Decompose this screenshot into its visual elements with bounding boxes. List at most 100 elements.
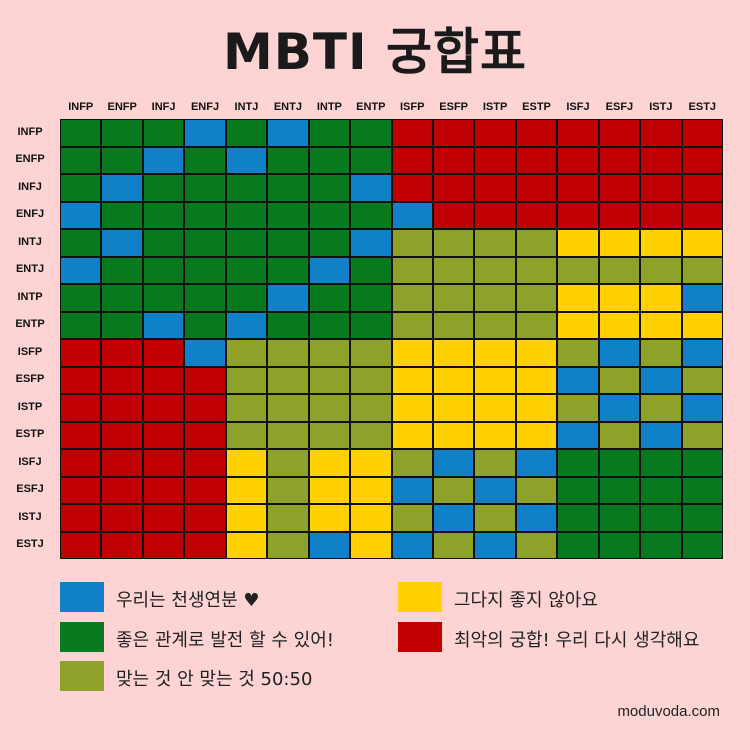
cell-isfp-intp [309, 340, 350, 366]
cell-istp-infp [61, 395, 101, 421]
cell-intp-istp [475, 285, 515, 311]
cell-entp-estp [516, 312, 557, 338]
cell-estp-intj [226, 422, 267, 448]
row-label-istj: ISTJ [18, 510, 42, 523]
cell-infp-infp [61, 120, 101, 146]
cell-intj-entj [268, 230, 308, 256]
cell-esfp-entp [351, 367, 391, 393]
cell-enfj-enfp [102, 202, 142, 228]
cell-estj-estp [516, 532, 557, 558]
cell-estp-entp [351, 422, 391, 448]
cell-entj-enfj [185, 257, 225, 283]
cell-intp-esfp [433, 285, 474, 311]
source-credit: moduvoda.com [617, 703, 720, 720]
cell-infj-isfp [392, 175, 432, 201]
cell-esfj-isfj [558, 477, 598, 503]
cell-esfj-esfj [599, 477, 640, 503]
cell-estj-estj [682, 532, 722, 558]
cell-estj-enfj [185, 532, 225, 558]
cell-infp-enfp [102, 120, 142, 146]
cell-infj-intp [309, 175, 350, 201]
column-label-istp: ISTP [482, 101, 508, 113]
cell-isfp-enfj [185, 340, 225, 366]
cell-enfj-esfj [599, 202, 640, 228]
column-label-istj: ISTJ [649, 101, 673, 113]
legend-swatch-blue [60, 582, 104, 612]
cell-infp-estp [516, 120, 557, 146]
cell-intp-isfp [392, 285, 432, 311]
cell-isfj-entp [351, 450, 391, 476]
cell-istj-enfp [102, 505, 142, 531]
row-label-intj: INTJ [18, 235, 42, 248]
cell-isfp-isfp [392, 340, 432, 366]
cell-infp-esfj [599, 120, 640, 146]
cell-esfp-istp [475, 367, 515, 393]
cell-estj-istp [475, 532, 515, 558]
cell-estp-intp [309, 422, 350, 448]
cell-entp-istp [475, 312, 515, 338]
cell-enfp-estj [682, 147, 722, 173]
cell-enfp-istj [641, 147, 681, 173]
cell-isfp-estp [516, 340, 557, 366]
cell-infp-estj [682, 120, 722, 146]
cell-infp-intj [226, 120, 267, 146]
cell-estp-estp [516, 422, 557, 448]
cell-intj-enfj [185, 230, 225, 256]
cell-infj-esfp [433, 175, 474, 201]
cell-intj-intp [309, 230, 350, 256]
cell-enfp-estp [516, 147, 557, 173]
cell-istp-intj [226, 395, 267, 421]
cell-infj-isfj [558, 175, 598, 201]
column-label-enfp: ENFP [107, 101, 137, 113]
cell-entj-estj [682, 257, 722, 283]
cell-estp-isfj [558, 422, 598, 448]
cell-infj-infj [143, 175, 184, 201]
column-label-isfp: ISFP [399, 101, 425, 113]
legend-swatch-red [398, 622, 442, 652]
cell-entj-istj [641, 257, 681, 283]
cell-entp-entj [268, 312, 308, 338]
cell-infj-entp [351, 175, 391, 201]
cell-intj-intj [226, 230, 267, 256]
cell-istj-intj [226, 505, 267, 531]
cell-isfj-entj [268, 450, 308, 476]
cell-istp-isfj [558, 395, 598, 421]
cell-istj-isfp [392, 505, 432, 531]
cell-isfj-istp [475, 450, 515, 476]
cell-estj-entp [351, 532, 391, 558]
cell-intp-entp [351, 285, 391, 311]
cell-istj-entj [268, 505, 308, 531]
cell-enfj-entj [268, 202, 308, 228]
cell-enfp-infj [143, 147, 184, 173]
cell-infp-entp [351, 120, 391, 146]
legend-swatch-green [60, 622, 104, 652]
cell-entp-isfj [558, 312, 598, 338]
cell-esfj-istj [641, 477, 681, 503]
cell-entj-intj [226, 257, 267, 283]
cell-entp-intp [309, 312, 350, 338]
cell-istp-intp [309, 395, 350, 421]
cell-entj-istp [475, 257, 515, 283]
cell-estp-infp [61, 422, 101, 448]
cell-infj-istj [641, 175, 681, 201]
cell-infp-intp [309, 120, 350, 146]
cell-esfj-entp [351, 477, 391, 503]
cell-infj-istp [475, 175, 515, 201]
cell-intp-infp [61, 285, 101, 311]
row-label-infp: INFP [17, 125, 43, 138]
cell-estj-esfp [433, 532, 474, 558]
cell-istp-enfj [185, 395, 225, 421]
cell-estp-istj [641, 422, 681, 448]
cell-intj-istp [475, 230, 515, 256]
cell-intp-esfj [599, 285, 640, 311]
cell-enfj-infp [61, 202, 101, 228]
cell-infp-istp [475, 120, 515, 146]
cell-estj-istj [641, 532, 681, 558]
cell-estj-intj [226, 532, 267, 558]
cell-entj-estp [516, 257, 557, 283]
cell-estp-enfp [102, 422, 142, 448]
cell-esfp-estj [682, 367, 722, 393]
cell-estp-enfj [185, 422, 225, 448]
cell-esfp-intp [309, 367, 350, 393]
column-label-esfj: ESFJ [605, 101, 634, 113]
